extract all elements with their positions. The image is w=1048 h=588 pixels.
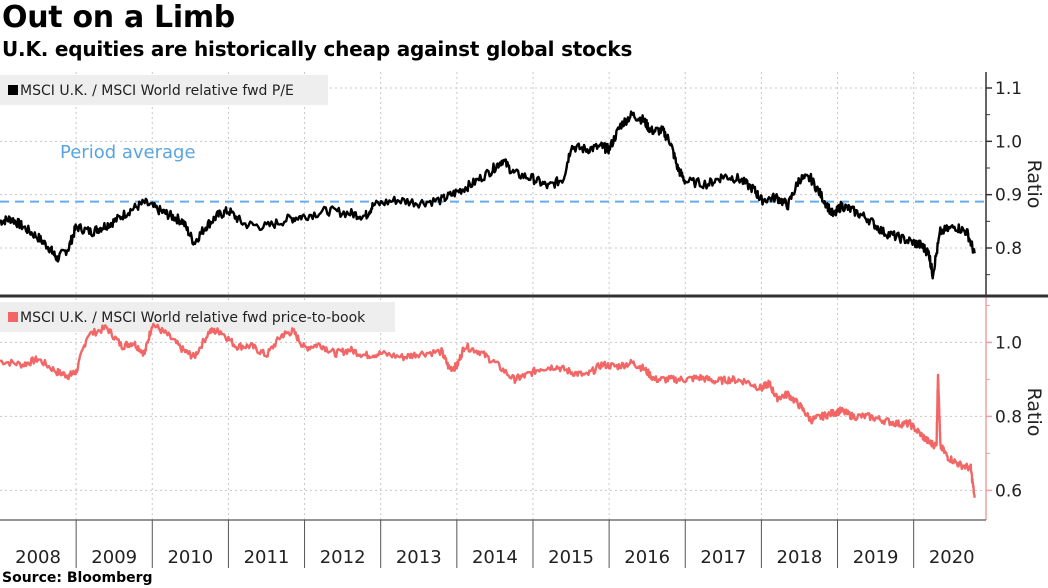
bottom-y-ticks: 0.6 0.8 1.0 [986, 304, 1022, 501]
bottom-y-tick-label: 1.0 [995, 333, 1022, 353]
x-ticks: 2008 2009 2010 2011 2012 2013 2014 2015 2016 2017… [15, 520, 975, 568]
chart-subtitle: U.K. equities are historically cheap aga… [2, 37, 633, 61]
source-note: Source: Bloomberg [2, 570, 153, 586]
x-year-label: 2008 [15, 547, 61, 568]
x-year-label: 2009 [91, 547, 137, 568]
period-average-label: Period average [60, 142, 196, 163]
x-year-label: 2020 [929, 547, 975, 568]
pb-series-line [0, 322, 976, 498]
bottom-y-tick-label: 0.6 [995, 481, 1022, 501]
x-year-label: 2014 [472, 547, 518, 568]
top-y-tick-label: 1.1 [995, 79, 1022, 99]
top-panel-grid [0, 72, 986, 296]
top-y-ticks: 0.8 0.9 1.0 1.1 [986, 79, 1022, 276]
bottom-legend-box [0, 302, 395, 332]
x-year-label: 2016 [624, 547, 670, 568]
x-year-label: 2013 [396, 547, 442, 568]
bottom-legend-label: MSCI U.K. / MSCI World relative fwd pric… [20, 310, 366, 326]
x-year-label: 2018 [777, 547, 823, 568]
x-year-label: 2019 [853, 547, 899, 568]
chart-title: Out on a Limb [2, 0, 235, 35]
bottom-legend-swatch [8, 312, 18, 322]
top-y-axis-title: Ratio [1023, 160, 1045, 209]
x-year-label: 2010 [167, 547, 213, 568]
bottom-panel-grid [0, 298, 986, 520]
top-y-tick-label: 0.9 [995, 186, 1022, 206]
x-year-label: 2011 [244, 547, 290, 568]
top-y-tick-label: 0.8 [995, 239, 1022, 259]
top-y-tick-label: 1.0 [995, 132, 1022, 152]
bottom-y-tick-label: 0.8 [995, 407, 1022, 427]
pe-series-line [0, 110, 976, 280]
top-legend-box [0, 75, 328, 105]
x-year-label: 2012 [320, 547, 366, 568]
x-year-label: 2017 [700, 547, 746, 568]
top-legend-swatch [8, 85, 18, 95]
top-legend-label: MSCI U.K. / MSCI World relative fwd P/E [20, 83, 294, 99]
x-year-label: 2015 [548, 547, 594, 568]
bottom-y-axis-title: Ratio [1023, 388, 1045, 437]
